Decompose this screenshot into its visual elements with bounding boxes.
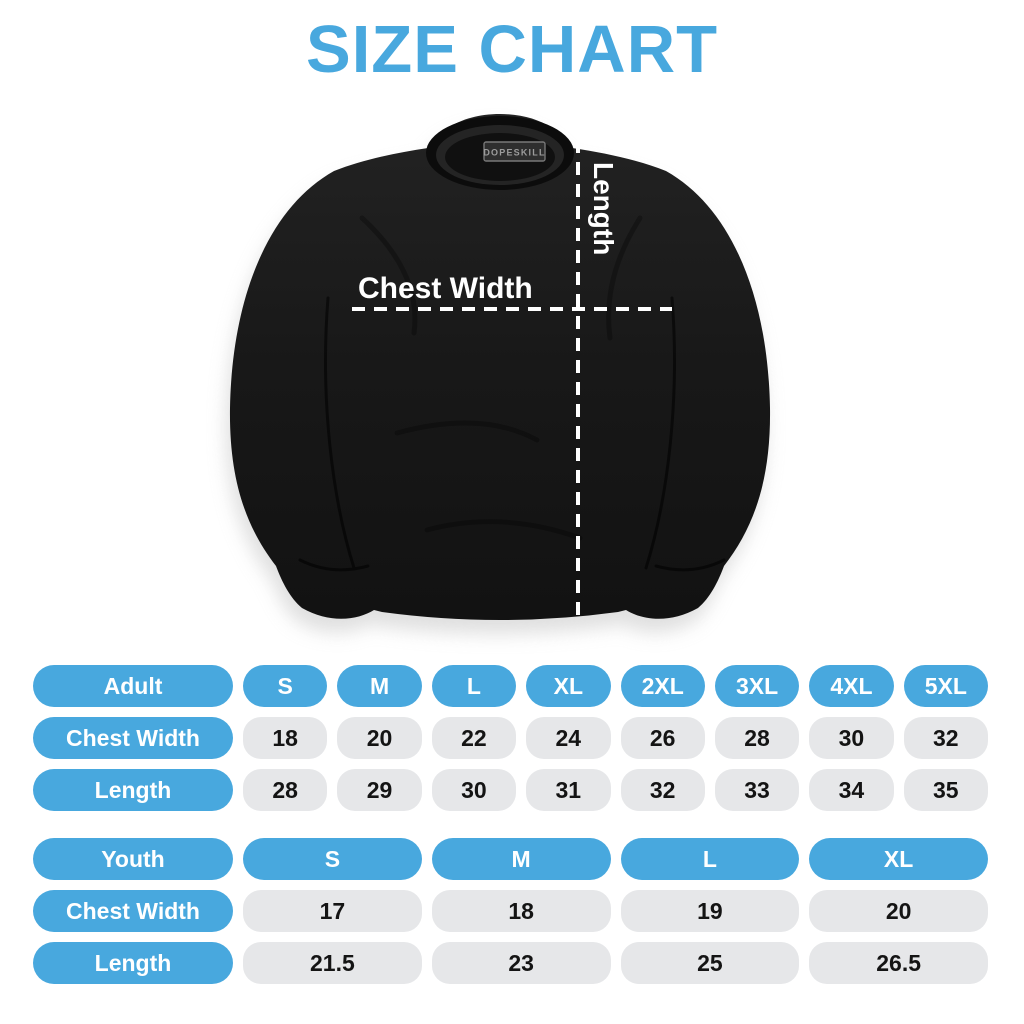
value-pill: 26.5 [809, 942, 988, 984]
chest-width-label: Chest Width [358, 272, 533, 305]
value-pill: 26 [620, 717, 705, 759]
youth-size-header: L [620, 838, 800, 880]
youth-size-header: XL [809, 838, 988, 880]
value-pill: 30 [809, 717, 894, 759]
value-pill: 30 [431, 769, 517, 811]
youth-size-header: M [431, 838, 611, 880]
youth-size-table: Youth S M L XL Chest Width 17 18 19 20 L… [33, 838, 988, 984]
value-pill: 32 [903, 717, 988, 759]
brand-tag-label: DOPESKILL [483, 148, 545, 158]
row-label-pill: Chest Width [33, 717, 233, 759]
adult-size-header: 4XL [809, 665, 894, 707]
value-pill: 28 [714, 717, 800, 759]
value-pill: 35 [903, 769, 988, 811]
value-pill: 18 [431, 890, 611, 932]
shirt-diagram: DOPESKILL Chest Width Length [225, 114, 771, 634]
adult-size-header: XL [526, 665, 611, 707]
adult-size-header: S [243, 665, 328, 707]
youth-size-header: S [243, 838, 422, 880]
value-pill: 34 [809, 769, 894, 811]
shirt-wrinkles [359, 215, 643, 541]
value-pill: 29 [337, 769, 422, 811]
adult-size-header: L [431, 665, 517, 707]
value-pill: 20 [809, 890, 988, 932]
value-pill: 31 [526, 769, 611, 811]
adult-size-header: 2XL [620, 665, 705, 707]
value-pill: 25 [620, 942, 800, 984]
row-label-pill: Chest Width [33, 890, 233, 932]
value-pill: 19 [620, 890, 800, 932]
value-pill: 20 [337, 717, 422, 759]
row-label-pill: Length [33, 769, 233, 811]
value-pill: 21.5 [243, 942, 422, 984]
adult-size-header: 5XL [903, 665, 988, 707]
value-pill: 18 [243, 717, 328, 759]
adult-size-table: Adult S M L XL 2XL 3XL 4XL 5XL Chest Wid… [33, 665, 988, 811]
adult-group-pill: Adult [33, 665, 233, 707]
row-label-pill: Length [33, 942, 233, 984]
adult-size-header: M [337, 665, 422, 707]
youth-group-pill: Youth [33, 838, 233, 880]
value-pill: 28 [243, 769, 328, 811]
shirt-crease-lines [298, 296, 726, 572]
adult-size-header: 3XL [714, 665, 800, 707]
value-pill: 33 [714, 769, 800, 811]
page-title: SIZE CHART [306, 12, 718, 87]
value-pill: 24 [526, 717, 611, 759]
value-pill: 22 [431, 717, 517, 759]
length-label: Length [588, 162, 619, 255]
value-pill: 32 [620, 769, 705, 811]
value-pill: 17 [243, 890, 422, 932]
brand-tag: DOPESKILL [483, 141, 546, 162]
shirt-graphic [229, 114, 771, 620]
value-pill: 23 [431, 942, 611, 984]
